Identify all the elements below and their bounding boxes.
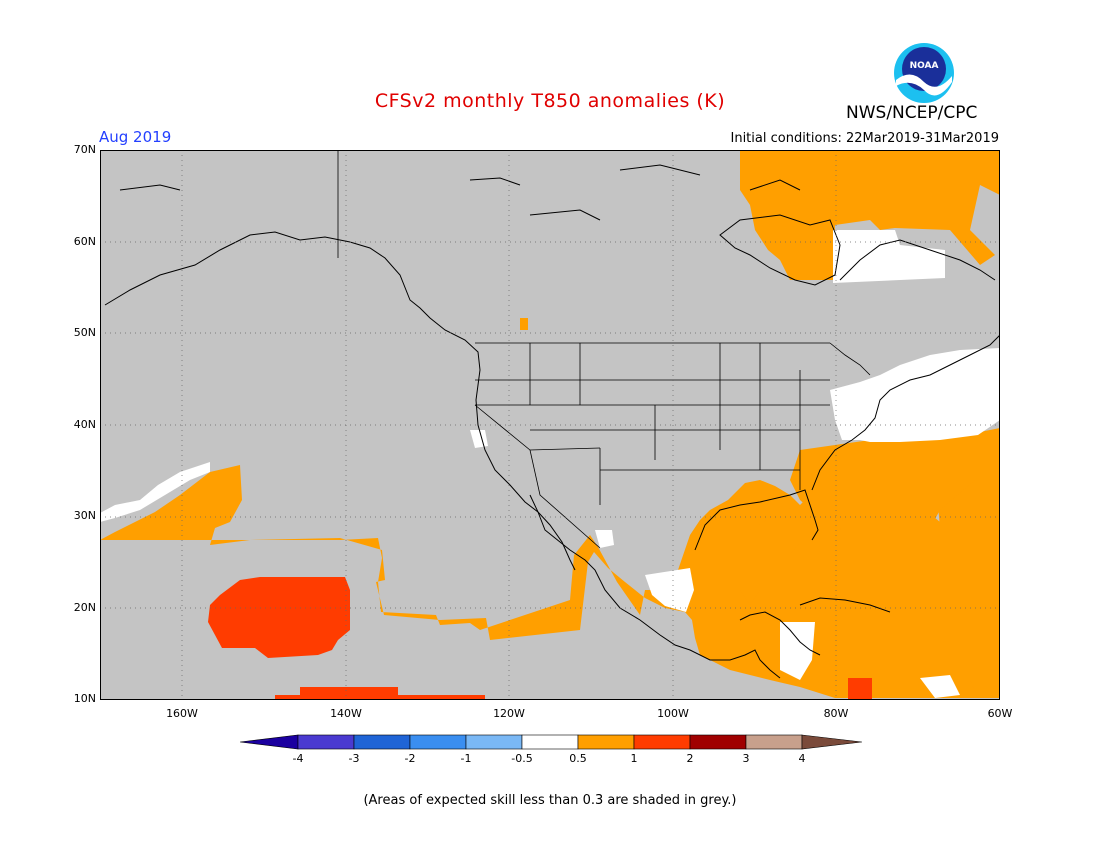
colorbar-segment [353, 734, 411, 750]
colorbar-label: -2 [404, 752, 416, 765]
lat-label: 20N [73, 601, 96, 614]
lat-label: 40N [73, 418, 96, 431]
initial-conditions: Initial conditions: 22Mar2019-31Mar2019 [730, 131, 1000, 146]
lat-label: 30N [73, 509, 96, 522]
lat-label: 70N [73, 143, 96, 156]
colorbar-segment [689, 734, 747, 750]
agency-label: NWS/NCEP/CPC [846, 103, 978, 123]
lon-label: 120W [493, 707, 525, 720]
lat-label: 60N [73, 235, 96, 248]
colorbar-label: -0.5 [511, 752, 533, 765]
colorbar-segment [297, 734, 355, 750]
colorbar-label: 1 [630, 752, 638, 765]
map-frame [100, 150, 1000, 700]
map-grid [100, 150, 1000, 700]
lon-label: 100W [657, 707, 689, 720]
noaa-logo-text: NOAA [910, 61, 939, 71]
colorbar-label: 0.5 [569, 752, 587, 765]
anomaly-hot-regions [208, 577, 872, 700]
lat-label: 10N [73, 692, 96, 705]
colorbar [239, 734, 863, 750]
colorbar-segment [465, 734, 523, 750]
colorbar-label: 2 [686, 752, 694, 765]
noaa-logo: NOAA [893, 42, 955, 104]
political-borders [337, 150, 871, 549]
colorbar-segment [745, 734, 803, 750]
colorbar-segment [521, 734, 579, 750]
forecast-month: Aug 2019 [99, 128, 172, 146]
coastlines [104, 164, 1001, 679]
anomaly-map [100, 150, 1001, 700]
colorbar-segment [239, 734, 299, 750]
lon-label: 160W [166, 707, 198, 720]
lon-label: 60W [987, 707, 1013, 720]
colorbar-label: 4 [798, 752, 806, 765]
colorbar-label: -1 [460, 752, 472, 765]
colorbar-segment [801, 734, 863, 750]
chart-title: CFSv2 monthly T850 anomalies (K) [374, 90, 726, 112]
colorbar-label: -4 [292, 752, 304, 765]
colorbar-segment [633, 734, 691, 750]
colorbar-segment [577, 734, 635, 750]
colorbar-label: -3 [348, 752, 360, 765]
lon-label: 80W [823, 707, 849, 720]
lat-label: 50N [73, 326, 96, 339]
colorbar-label: 3 [742, 752, 750, 765]
colorbar-segment [409, 734, 467, 750]
skill-footnote: (Areas of expected skill less than 0.3 a… [363, 793, 737, 808]
lon-label: 140W [330, 707, 362, 720]
anomaly-neutral-regions [100, 230, 1000, 698]
